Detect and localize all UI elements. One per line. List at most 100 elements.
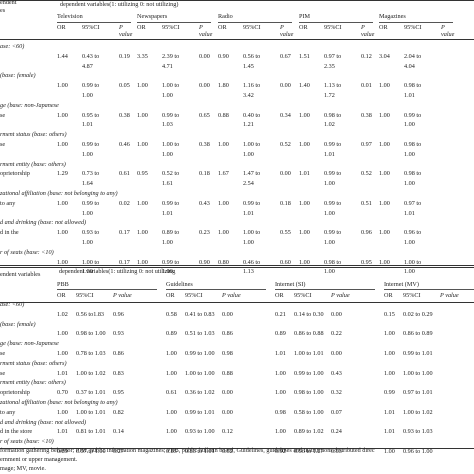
- footnote-line: ernment or upper management.: [0, 456, 78, 463]
- table2-cell: 0.98 to 1.00: [76, 330, 106, 338]
- table2-subheader-ci: 95%CI: [294, 292, 312, 299]
- table1-cell: 0.60: [280, 258, 291, 266]
- table1-subheader-value: value: [119, 31, 133, 38]
- table2-cell: 0.99 to 1.01: [403, 350, 433, 357]
- table1-row-label: oprietorship: [0, 170, 30, 178]
- table2-group-header: Internet (SI): [275, 281, 306, 288]
- table1-cell: 0.96 to: [404, 229, 422, 237]
- table2-cell: 0.22: [331, 330, 342, 338]
- table1-subheader-ci: 95%CI: [243, 24, 261, 31]
- table1-cell: 1.00: [57, 111, 68, 119]
- table1-group-header: PIM: [299, 13, 311, 20]
- table1-cell: 4.04: [404, 62, 415, 70]
- table1-cell: 0.34: [280, 111, 291, 119]
- table1-cell: 1.00: [404, 150, 415, 158]
- table1-cell: 0.98 to: [324, 258, 342, 266]
- table2-subheader-or: OR: [57, 292, 66, 299]
- table1-cell: 0.80: [218, 258, 229, 266]
- table2-cell: 0.52: [222, 448, 233, 455]
- table2-category-label: rment entity (base: others): [0, 379, 66, 387]
- table2-cell: 0.96 to 1.00: [403, 448, 433, 455]
- table2-cell: 1.00 to 1.02: [403, 408, 433, 416]
- table1-cell: 1.00: [404, 121, 415, 129]
- table1-cell: 1.00: [379, 141, 390, 148]
- table2-cell: 0.36 to 1.02: [185, 389, 215, 397]
- table1-cell: 1.29: [57, 170, 68, 178]
- table1-category-label: r of seats (base: <10): [0, 248, 54, 256]
- table1-cell: 0.96: [361, 229, 372, 237]
- table1-cell: 0.19: [119, 52, 130, 60]
- table1-cell: 0.98 to: [404, 141, 422, 148]
- table1-cell: 1.00: [324, 268, 335, 276]
- table2-cell: 0.99 to 1.00: [294, 369, 324, 377]
- table2-cell: 0.89 to 1.02: [294, 428, 324, 436]
- table2-cell: 0.43: [331, 369, 342, 377]
- table1-cell: 1.00: [379, 170, 390, 178]
- table2-cell: 0.97 to 1.01: [403, 389, 433, 397]
- table1-row-label: se: [0, 111, 6, 119]
- table1-cell: 0.90: [199, 258, 210, 266]
- table2-subheader-p: P value: [440, 292, 459, 299]
- table1-subheader-value: value: [361, 31, 375, 38]
- table2-cell: 0.14: [113, 428, 124, 436]
- table2-cell: 0.70: [57, 389, 68, 397]
- table1-cell: 0.99 to: [162, 111, 180, 119]
- table1-cell: 1.00: [162, 150, 173, 158]
- table1-cell: 1.01: [324, 150, 335, 158]
- table1-cell: 1.21: [243, 121, 254, 129]
- table2-subheader-ci: 95%CI: [403, 292, 421, 299]
- table1-cell: 0.99 to: [324, 199, 342, 207]
- table1-cell: 0.51: [361, 199, 372, 207]
- table1-cell: 1.00: [324, 209, 335, 217]
- table2-cell: 1.00: [57, 408, 68, 416]
- table1-cell: 0.17: [119, 258, 130, 266]
- table2-cell: 1.00: [166, 408, 177, 416]
- table1-cell: 3.42: [243, 92, 254, 99]
- table1-group-underline: [57, 22, 131, 23]
- table1-cell: 0.99 to: [324, 170, 342, 178]
- table2-cell: 0.99 to 1.00: [185, 350, 215, 357]
- table1-category-label: (base: female): [0, 72, 36, 80]
- table1-cell: 1.47 to: [243, 170, 261, 178]
- table1-row-label: to any: [0, 199, 16, 207]
- table1-category-label: ase: <60): [0, 43, 25, 50]
- table2-cell: 0.93: [113, 330, 124, 338]
- table1-cell: 3.35: [137, 52, 148, 60]
- table2-cell: 1.00 to 1.00: [185, 369, 215, 377]
- table2-cell: 1.00: [384, 369, 395, 377]
- table2-category-label: r of seats (base: <10): [0, 438, 54, 446]
- table2-cell: 0.32: [331, 389, 342, 397]
- table1-corner-label: es: [0, 7, 6, 14]
- table1-bottom-rule: [0, 265, 474, 266]
- table1-cell: 0.73 to: [82, 170, 100, 178]
- table2-subheader-ci: 95%CI: [185, 292, 203, 299]
- table2-cell: 0.99 to 1.01: [185, 408, 215, 416]
- table1-group-underline: [379, 22, 453, 23]
- table1-cell: 1.00: [57, 199, 68, 207]
- table2-cell: 0.93 to 1.03: [403, 428, 433, 436]
- footnote-line: mage; MV, movie.: [0, 465, 46, 472]
- table1-cell: 0.61: [119, 170, 130, 178]
- table1-cell: 0.40 to: [243, 111, 261, 119]
- table1-cell: 1.00: [299, 229, 310, 237]
- table1-subheader-value: value: [199, 31, 213, 38]
- table1-cell: 0.99 to: [324, 141, 342, 148]
- table1-cell: 1.00: [218, 141, 229, 148]
- table1-cell: 0.99 to: [162, 258, 180, 266]
- table2-row-label: d in the store: [0, 428, 33, 436]
- table1-cell: 1.64: [82, 180, 93, 188]
- table2-cell: 0.93 to 1.00: [185, 428, 215, 436]
- table2-cell: 1.00 to 1.01: [76, 408, 106, 416]
- table2-cell: 0.81 to 1.01: [76, 428, 106, 436]
- table1-cell: 1.00: [82, 92, 93, 99]
- table1-cell: 2.54: [243, 180, 254, 188]
- table1-cell: 1.00: [137, 258, 148, 266]
- table1-category-label: ge (base: non-Japanese: [0, 101, 59, 109]
- table1-category-label: zational affiliation (base: not belongin…: [0, 190, 118, 197]
- table1-cell: 1.13: [243, 268, 254, 276]
- table2-category-label: ase: <60): [0, 301, 25, 308]
- table1-cell: 1.00: [299, 111, 310, 119]
- table1-cell: 1.40: [299, 82, 310, 90]
- table1-cell: 0.38: [199, 141, 210, 148]
- table2-subheader-p: P value: [113, 292, 132, 299]
